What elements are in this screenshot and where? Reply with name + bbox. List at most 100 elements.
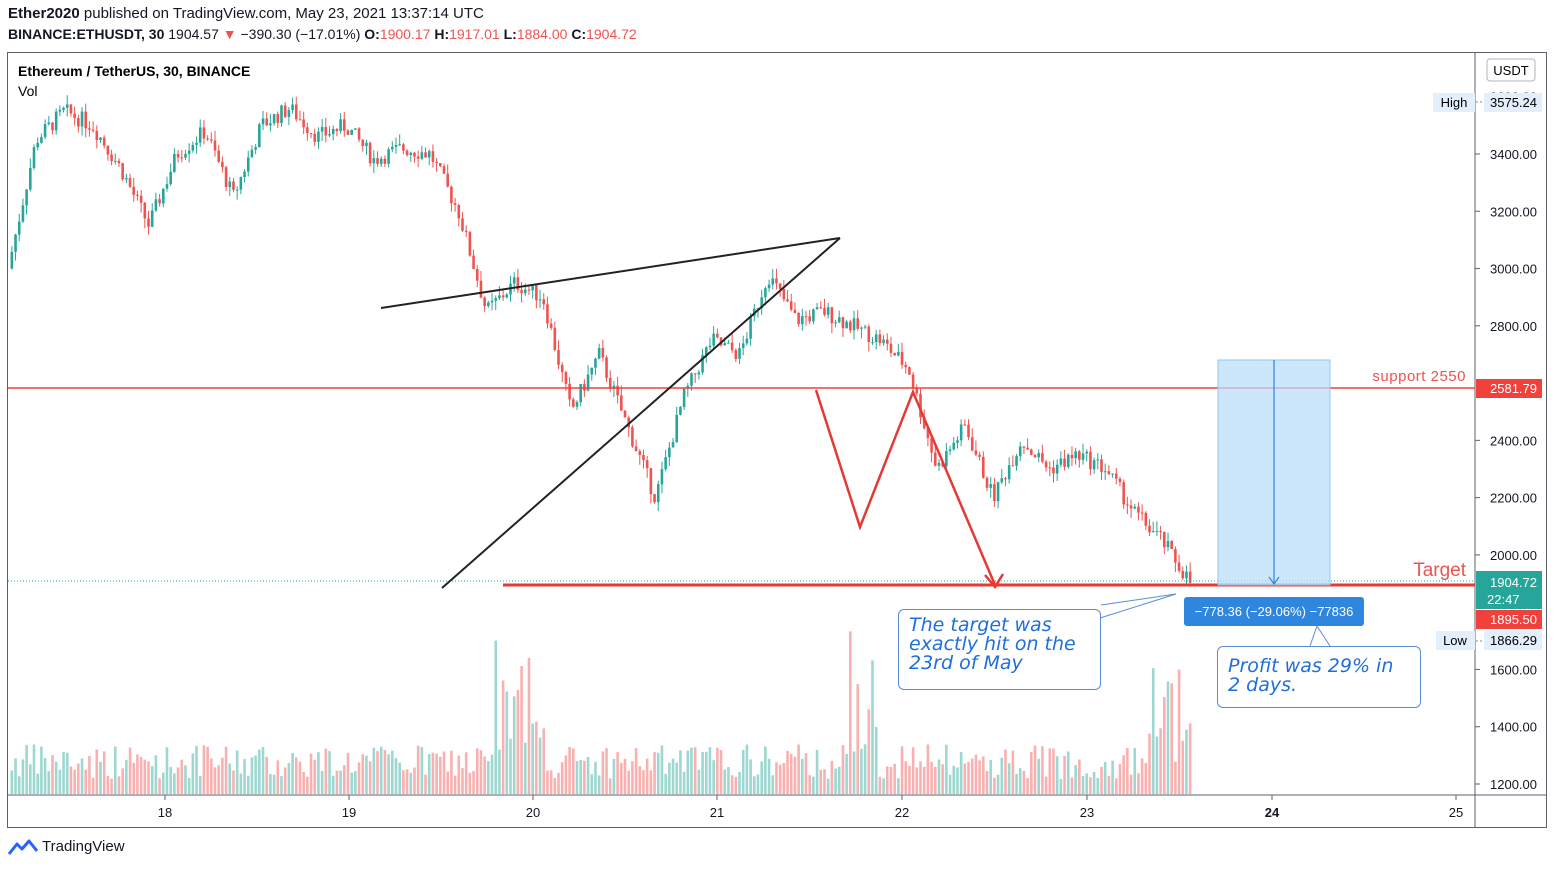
price-tick-label: 2200.00 <box>1490 491 1537 506</box>
volume-bar <box>919 761 922 794</box>
candle-body <box>243 171 246 178</box>
candle-body <box>970 437 974 451</box>
publish-info: Ether2020 published on TradingView.com, … <box>8 5 484 22</box>
candle-body <box>73 113 76 119</box>
candle-body <box>102 137 106 146</box>
volume-bar <box>738 771 741 794</box>
candle-body <box>487 302 490 306</box>
volume-bar <box>213 767 217 794</box>
candle-body <box>819 307 823 309</box>
note-profit-text: Profit was 29% in 2 days. <box>1228 655 1394 696</box>
volume-bar <box>1000 757 1004 794</box>
candle-body <box>719 337 723 346</box>
volume-bar <box>36 773 39 794</box>
last-price: 1904.57 <box>168 26 219 42</box>
candle-body <box>775 278 778 284</box>
candle-body <box>852 318 856 331</box>
volume-bar <box>693 747 697 794</box>
volume-bar <box>671 758 675 794</box>
candle-body <box>937 462 941 466</box>
wedge-lower-trendline[interactable] <box>441 237 841 589</box>
volume-bar <box>17 776 21 794</box>
candle-body <box>173 153 176 172</box>
candle-body <box>668 447 671 458</box>
volume-bar <box>265 756 269 794</box>
volume-bar <box>1137 773 1140 794</box>
candle-body <box>1033 454 1037 458</box>
volume-bar <box>224 746 228 794</box>
volume-bar <box>320 770 324 794</box>
volume-bar <box>716 747 719 794</box>
candle-body <box>158 199 161 204</box>
candle-body <box>516 277 520 290</box>
volume-bar <box>139 756 143 794</box>
support-price-tag <box>1476 379 1542 398</box>
volume-bar <box>871 660 874 794</box>
volume-bar <box>106 775 110 794</box>
candle-body <box>258 124 261 148</box>
volume-bar <box>1181 740 1185 794</box>
volume-bar <box>357 762 361 794</box>
note-profit[interactable]: Profit was 29% in 2 days. <box>1217 646 1421 708</box>
wedge-upper-trendline[interactable] <box>380 237 841 309</box>
candle-body <box>597 347 601 359</box>
close-label: C: <box>571 26 587 42</box>
candle-body <box>313 133 317 142</box>
candle-body <box>671 442 675 448</box>
candle-body <box>952 442 956 450</box>
candle-body <box>716 333 719 338</box>
low-tag-label: Low <box>1443 633 1467 648</box>
volume-bar <box>564 755 568 794</box>
candle-body <box>542 299 546 305</box>
volume-bar <box>682 771 686 794</box>
candle-body <box>1081 453 1085 460</box>
volume-bar <box>834 768 837 794</box>
candle-body <box>767 284 771 289</box>
currency-button[interactable] <box>1486 58 1536 82</box>
candle-body <box>391 146 394 150</box>
candle-body <box>1048 467 1052 469</box>
candle-body <box>708 345 712 348</box>
volume-bar <box>937 759 941 794</box>
candle-body <box>10 251 14 269</box>
candle-body <box>830 307 834 324</box>
price-tick-label: 1200.00 <box>1490 777 1537 792</box>
footer-brand[interactable]: TradingView <box>8 838 125 855</box>
candle-body <box>645 460 649 469</box>
candle-body <box>143 202 147 219</box>
candle-body <box>272 114 276 124</box>
candle-body <box>498 295 501 299</box>
low-tag <box>1436 631 1475 650</box>
candle-body <box>306 127 309 134</box>
volume-bar <box>897 778 900 794</box>
candle-body <box>893 352 896 356</box>
volume-bar <box>405 769 409 794</box>
candle-body <box>956 440 959 443</box>
volume-bar <box>575 761 579 794</box>
volume-bar <box>95 749 99 794</box>
volume-bar <box>915 767 919 794</box>
publisher-name: Ether2020 <box>8 5 80 22</box>
volume-bar <box>232 770 235 794</box>
volume-bar <box>649 770 653 794</box>
price-axis[interactable]: 3400.00 3200.00 3000.00 2800.00 2400.00 2200.… <box>1475 90 1537 792</box>
candle-body <box>849 321 852 331</box>
candle-body <box>1122 482 1125 505</box>
note-target-hit[interactable]: The target was exactly hit on the 23rd o… <box>898 609 1101 690</box>
volume-bar <box>756 774 760 794</box>
volume-bar <box>69 766 73 794</box>
volume-bar <box>948 774 952 794</box>
zigzag-projection[interactable] <box>814 388 997 586</box>
volume-bar <box>51 755 54 794</box>
volume-bar <box>1100 766 1103 794</box>
time-tick-label: 25 <box>1449 805 1463 820</box>
volume-bar <box>601 751 605 794</box>
time-axis[interactable]: 18 19 20 21 22 23 24 25 <box>158 795 1463 820</box>
candle-body <box>106 145 110 155</box>
volume-bar <box>10 770 14 794</box>
volume-bar <box>512 696 516 794</box>
volume-bar <box>867 709 871 794</box>
volume-bar <box>490 754 494 794</box>
volume-bar <box>616 752 619 794</box>
